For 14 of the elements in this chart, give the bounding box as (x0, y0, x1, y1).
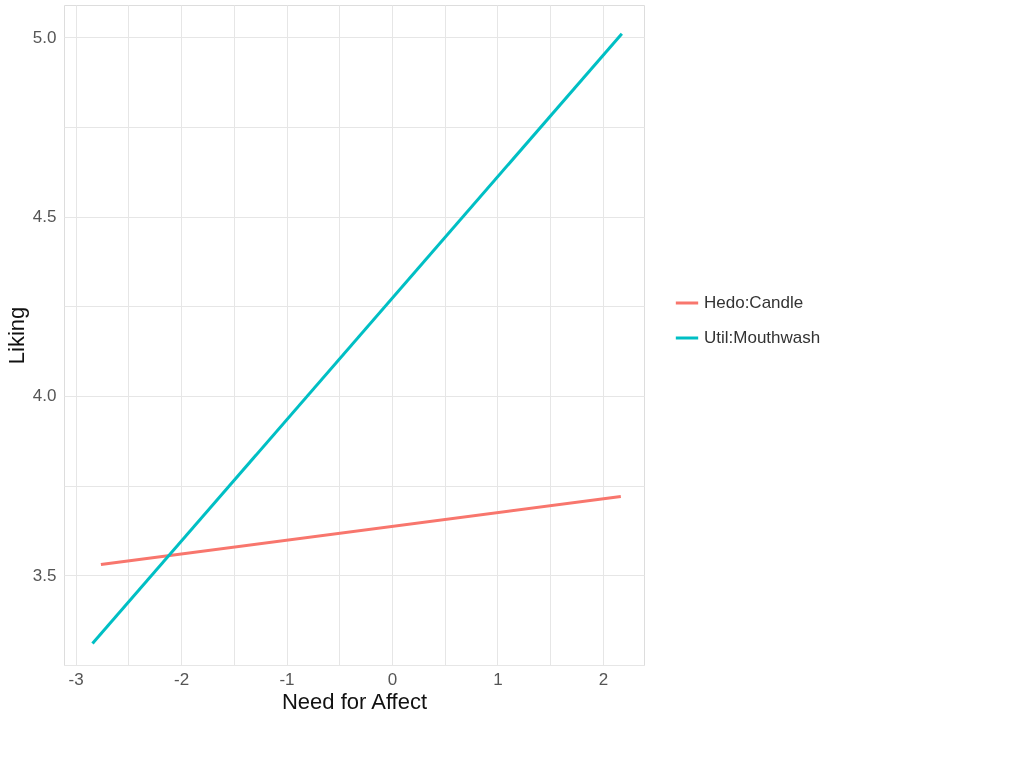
x-tick-label: -1 (279, 669, 295, 689)
x-tick-label: 2 (598, 669, 609, 689)
y-tick-label: 5.0 (32, 27, 57, 47)
x-axis-title: Need for Affect (281, 688, 428, 714)
x-tick-label: 1 (493, 669, 503, 689)
y-tick-label: 4.5 (32, 207, 57, 227)
legend-label: Util:Mouthwash (704, 328, 821, 347)
x-tick-label: -2 (173, 669, 190, 689)
y-tick-label: 4.0 (32, 386, 57, 406)
x-tick-label: -3 (68, 669, 84, 689)
legend-label: Hedo:Candle (704, 293, 804, 312)
x-tick-label: 0 (387, 669, 398, 689)
y-axis-title: Liking (3, 306, 29, 365)
y-tick-label: 3.5 (32, 565, 57, 585)
